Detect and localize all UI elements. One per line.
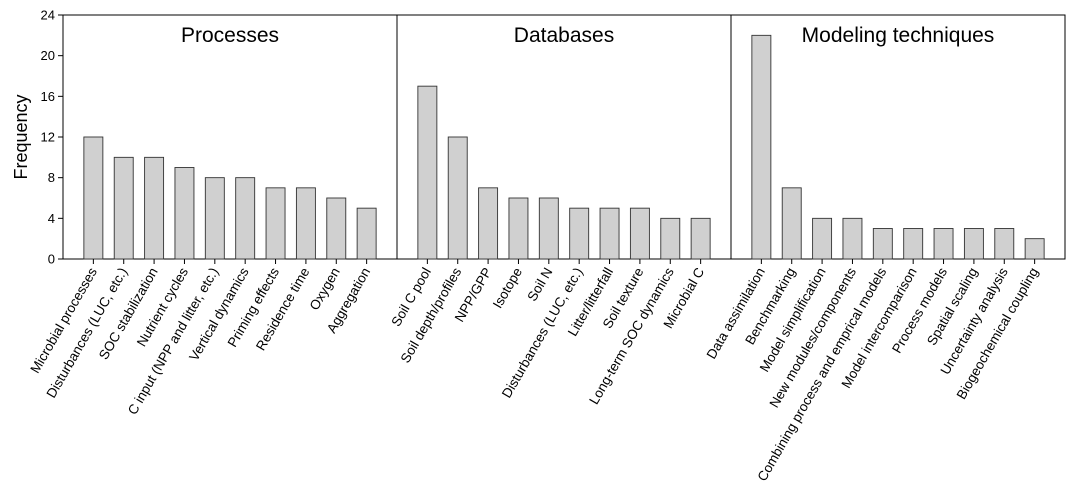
panel-title: Databases xyxy=(514,24,614,47)
bar xyxy=(265,187,286,260)
bar xyxy=(356,207,377,260)
bar xyxy=(751,34,772,260)
bar xyxy=(812,217,833,260)
bar xyxy=(629,207,650,260)
panel-title: Modeling techniques xyxy=(802,24,995,47)
y-tick-label: 16 xyxy=(41,89,55,104)
category-label: Isotope xyxy=(490,265,525,311)
bar xyxy=(842,217,863,260)
panel-titles: Processes Databases Modeling techniques xyxy=(181,24,994,47)
y-tick-label: 24 xyxy=(41,8,55,23)
bar xyxy=(326,197,347,260)
y-axis: 0 4 8 12 16 20 24 xyxy=(41,8,63,267)
bar xyxy=(295,187,316,260)
y-tick-label: 4 xyxy=(48,211,55,226)
bar xyxy=(1024,238,1045,260)
bar xyxy=(478,187,499,260)
bar xyxy=(599,207,620,260)
bar xyxy=(963,228,984,260)
bar xyxy=(538,197,559,260)
y-tick-label: 8 xyxy=(48,170,55,185)
bar xyxy=(174,167,195,260)
bar xyxy=(690,217,711,260)
bar xyxy=(235,177,256,260)
y-tick-label: 20 xyxy=(41,48,55,63)
bar xyxy=(204,177,225,260)
y-axis-title: Frequency xyxy=(11,94,31,179)
y-tick-label: 12 xyxy=(41,130,55,145)
bar xyxy=(417,85,438,260)
bars xyxy=(83,34,1045,260)
bar xyxy=(113,156,134,260)
bar xyxy=(781,187,802,260)
bar xyxy=(447,136,468,260)
bar xyxy=(903,228,924,260)
bar xyxy=(933,228,954,260)
bar xyxy=(994,228,1015,260)
panel-title: Processes xyxy=(181,24,279,47)
bar xyxy=(660,217,681,260)
category-label: Soil N xyxy=(524,265,555,304)
bar xyxy=(144,156,165,260)
bar xyxy=(83,136,104,260)
bar xyxy=(569,207,590,260)
bar xyxy=(872,228,893,260)
y-tick-label: 0 xyxy=(48,252,55,267)
bar xyxy=(508,197,529,260)
